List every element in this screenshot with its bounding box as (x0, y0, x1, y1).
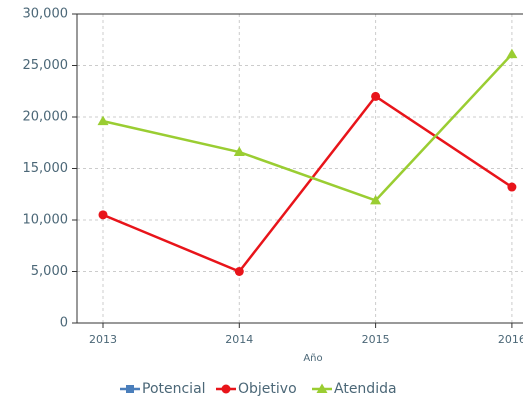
data-point (233, 146, 245, 157)
y-tick-label: 30,000 (23, 7, 69, 22)
legend-label: Atendida (334, 381, 397, 397)
legend-label: Objetivo (238, 381, 297, 397)
x-tick-label: 2014 (225, 333, 253, 346)
plot-frame (76, 13, 523, 324)
data-point (97, 115, 109, 126)
data-point (507, 182, 517, 192)
legend-label: Potencial (142, 381, 206, 397)
x-tick-label: 2013 (89, 333, 117, 346)
data-point (370, 194, 382, 205)
x-axis-title: Año (303, 353, 322, 364)
y-tick-label: 0 (60, 316, 68, 331)
data-point (234, 267, 244, 276)
legend-marker (316, 383, 328, 393)
y-tick-label: 10,000 (23, 213, 69, 228)
data-point (98, 210, 108, 220)
y-tick-label: 25,000 (23, 58, 69, 73)
data-point (371, 91, 381, 101)
y-tick-label: 20,000 (23, 110, 69, 125)
series-line (102, 94, 513, 274)
x-tick-label: 2015 (362, 333, 390, 346)
x-tick-label: 2016 (498, 333, 523, 346)
y-tick-label: 5,000 (31, 264, 68, 279)
legend-marker (126, 385, 134, 393)
legend-marker (221, 384, 231, 394)
y-tick-label: 15,000 (23, 161, 69, 176)
series-line (102, 53, 513, 202)
data-point (506, 48, 518, 59)
